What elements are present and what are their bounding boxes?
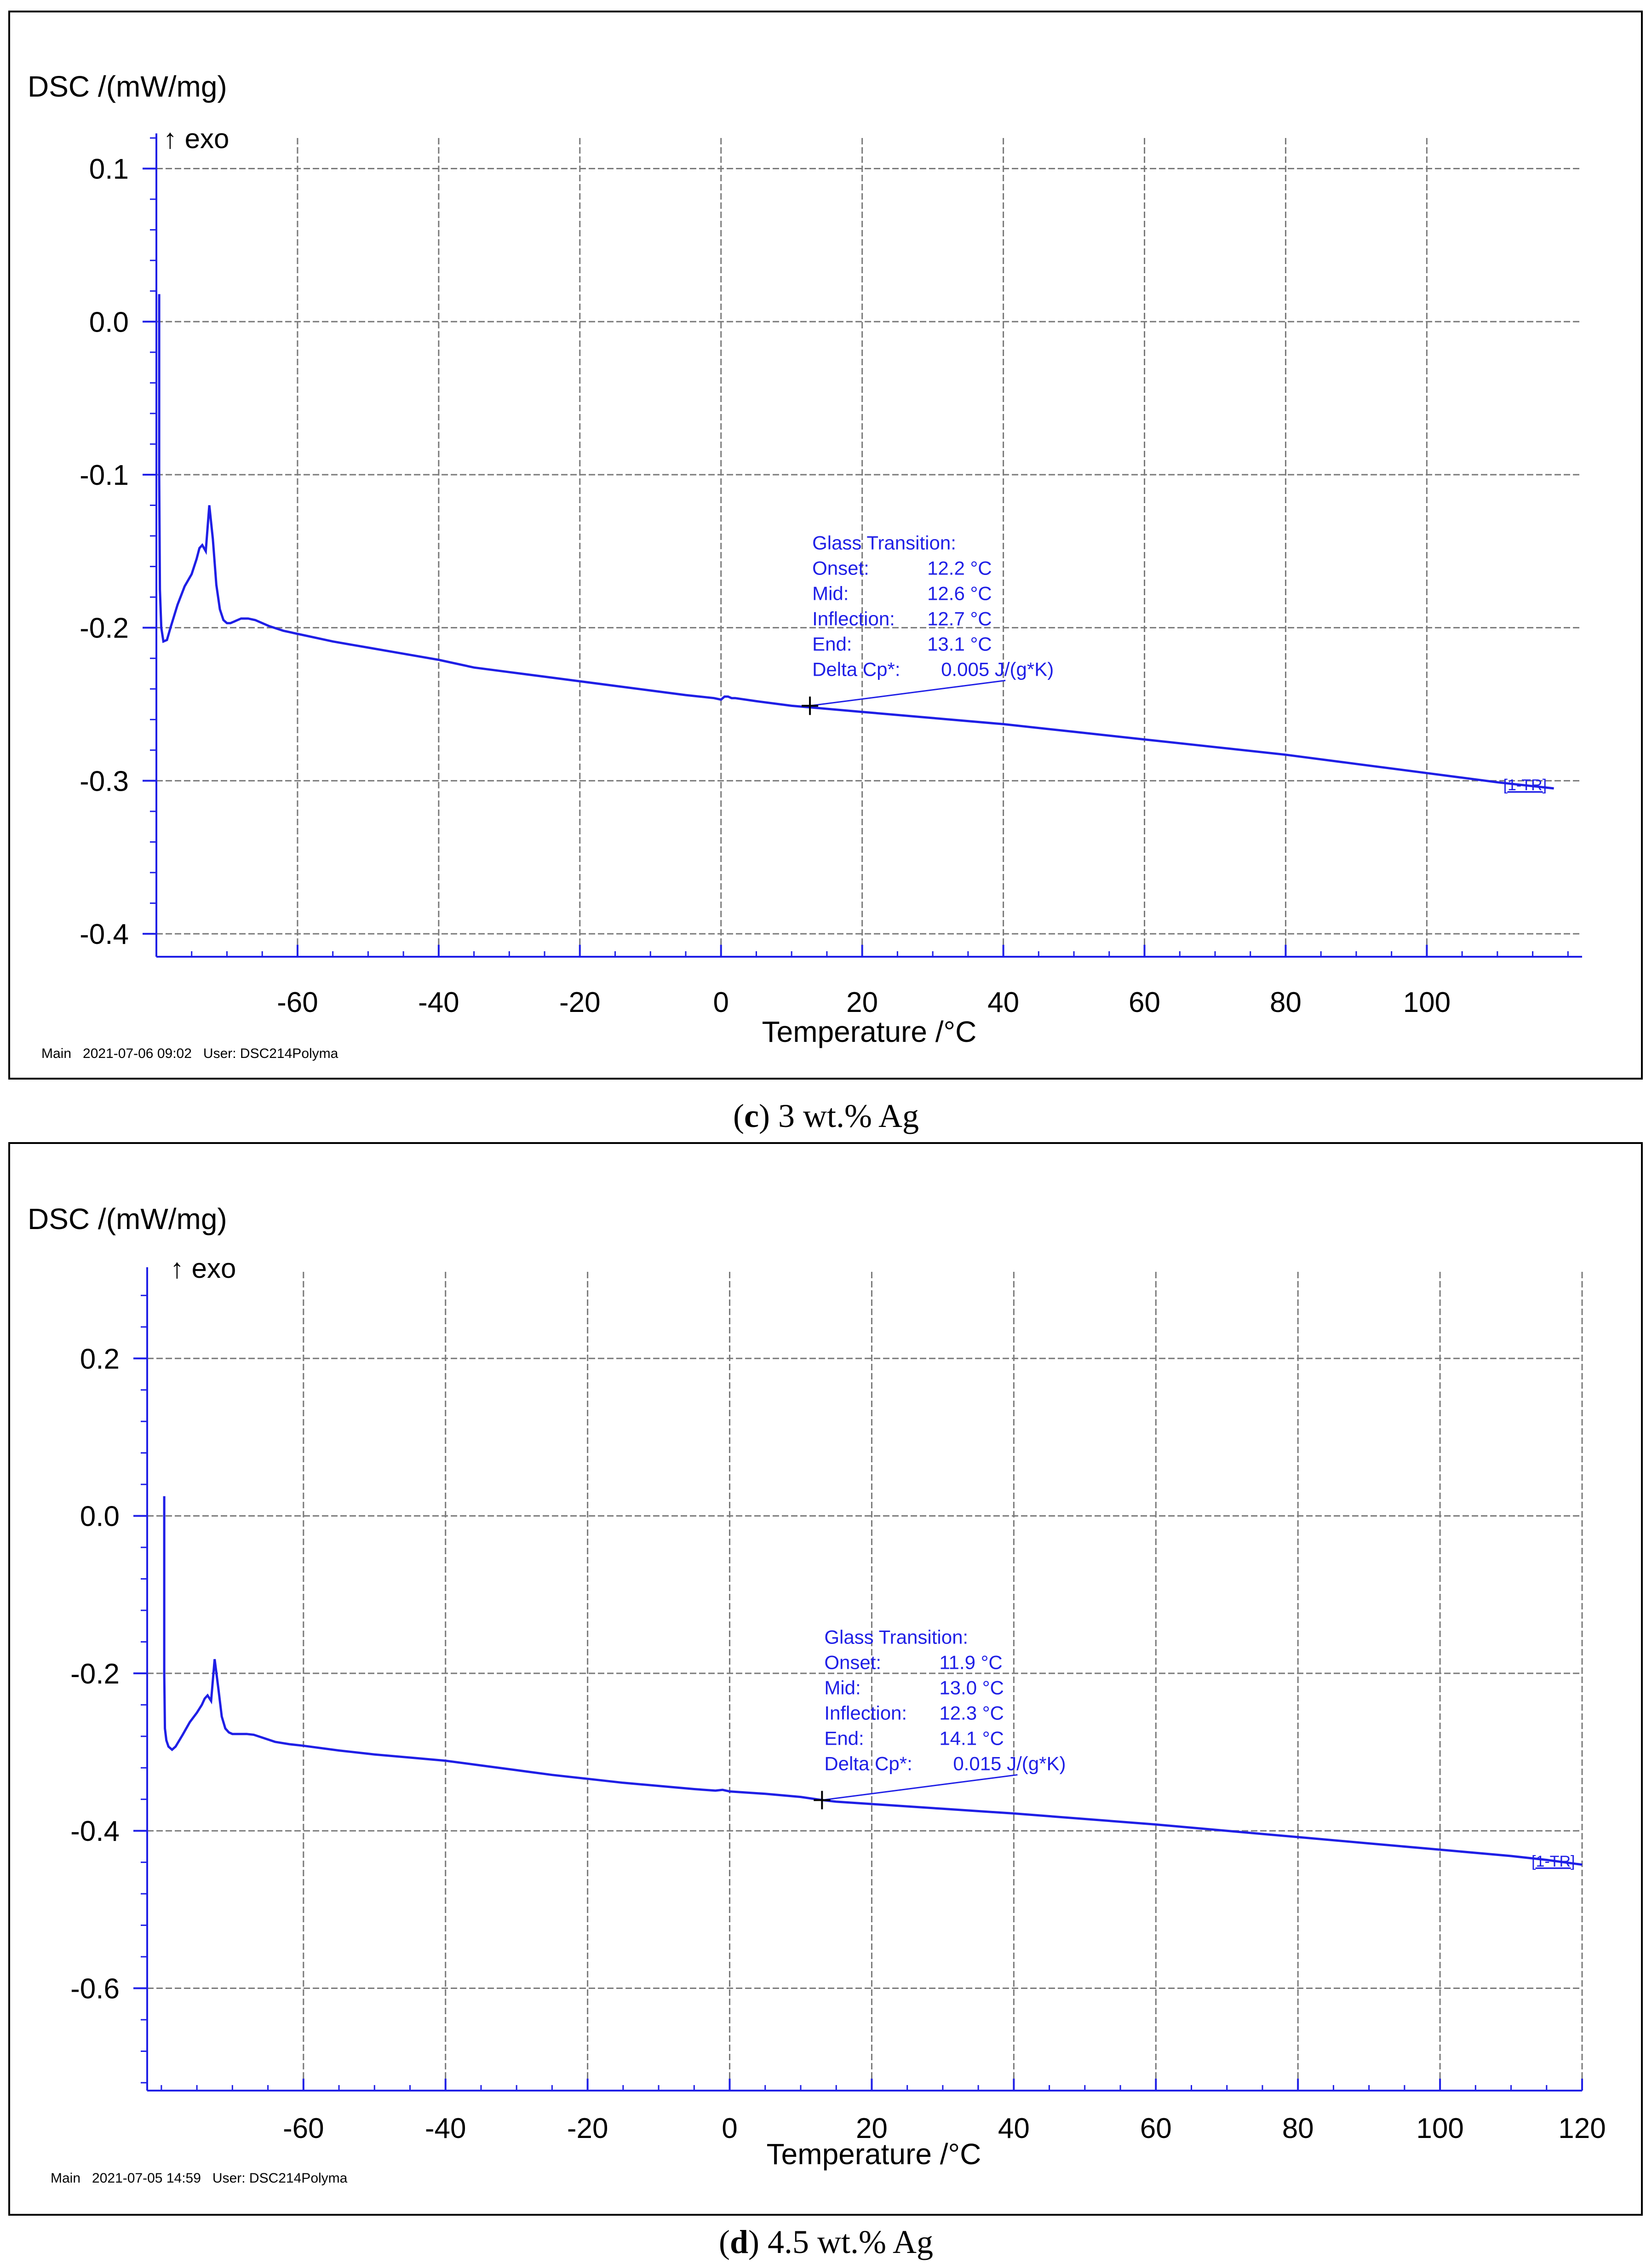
y-tick-label: 0.0 [89,306,129,338]
x-tick-label: 20 [856,2113,888,2144]
panel-c-caption-text: 3 wt.% Ag [770,1098,919,1134]
annotation-leader [809,679,1006,707]
annotation-label: Mid: [824,1677,860,1698]
panel-d-tick-labels: -60 -40 -20 0 20 40 60 80 100 120 0.2 0.0 -0.2 -0.4 -0… [70,1343,1606,2144]
annotation-value: 0.015 J/(g*K) [953,1753,1066,1774]
x-tick-label: -60 [277,987,318,1018]
annotation-label: Inflection: [812,608,895,629]
y-tick-label: 0.0 [80,1501,120,1533]
y-tick-label: -0.2 [70,1658,120,1690]
y-tick-label: -0.3 [80,765,129,797]
x-tick-label: -40 [418,987,459,1018]
annotation-value: 12.2 °C [927,557,992,579]
annotation-value: 12.6 °C [927,582,992,604]
annotation-label: Onset: [812,557,869,579]
annotation-label: Onset: [824,1651,881,1673]
panel-c-footer: Main 2021-07-06 09:02 User: DSC214Polyma [41,1046,338,1061]
annotation-value: 14.1 °C [939,1727,1004,1749]
annotation-title: Glass Transition: [812,532,956,553]
y-tick-label: 0.1 [89,154,129,185]
annotation-value: 11.9 °C [939,1651,1002,1673]
x-tick-label: 80 [1282,2113,1314,2144]
panel-c-grid [156,138,1582,957]
annotation-label: Delta Cp*: [824,1753,912,1774]
x-tick-label: 40 [998,2113,1030,2144]
annotation-value: 13.1 °C [927,633,992,655]
annotation-label: Mid: [812,582,849,604]
y-tick-label: 0.2 [80,1343,120,1375]
panel-d-caption: (d) 4.5 wt.% Ag [719,2224,933,2260]
x-tick-label: -20 [559,987,601,1018]
panel-d-exo-label: ↑ exo [170,1253,236,1284]
panel-d-dsc-curve [163,1496,1583,1866]
panel-d-glass-transition-annotation: Glass Transition: Onset: 11.9 °C Mid: 13.0 °… [814,1626,1066,1810]
panel-c-ylabel: DSC /(mW/mg) [28,70,227,103]
panel-d-caption-text: 4.5 wt.% Ag [759,2224,933,2260]
annotation-leader [822,1774,1018,1801]
panel-c-glass-transition-annotation: Glass Transition: Onset: 12.2 °C Mid: 12.6 °… [802,532,1054,715]
panel-c-caption-letter: c [744,1098,759,1134]
panel-d-ylabel: DSC /(mW/mg) [28,1202,227,1235]
panel-c: DSC /(mW/mg) ↑ exo -60 -40 -20 0 20 40 60 80 100… [8,11,1643,1080]
x-tick-label: -20 [567,2113,608,2144]
annotation-label: Delta Cp*: [812,658,900,680]
x-tick-label: 100 [1403,987,1451,1018]
y-tick-label: -0.2 [80,613,129,644]
panel-d-axes [133,1267,1583,2092]
panel-c-axes [143,133,1582,958]
x-tick-label: 0 [722,2113,737,2144]
x-tick-label: -40 [425,2113,466,2144]
x-tick-label: 0 [713,987,728,1018]
annotation-title: Glass Transition: [824,1626,968,1648]
x-tick-label: 120 [1558,2113,1606,2144]
x-tick-label: 60 [1140,2113,1172,2144]
y-tick-label: -0.1 [80,460,129,491]
y-tick-label: -0.4 [80,919,129,950]
annotation-value: 13.0 °C [939,1677,1004,1698]
x-tick-label: -60 [283,2113,324,2144]
panel-c-segment-label: [1-TR] [1503,776,1547,794]
y-tick-label: -0.4 [70,1816,120,1847]
x-tick-label: 100 [1416,2113,1463,2144]
panel-d-grid [147,1272,1583,2091]
x-tick-label: 60 [1129,987,1160,1018]
panel-c-caption: (c) 3 wt.% Ag [733,1098,919,1134]
annotation-label: End: [824,1727,864,1749]
annotation-value: 12.7 °C [927,608,992,629]
panel-d-footer: Main 2021-07-05 14:59 User: DSC214Polyma [51,2171,348,2186]
panel-d-segment-label: [1-TR] [1532,1853,1575,1870]
panel-c-xlabel: Temperature /°C [762,1015,977,1048]
panel-c-dsc-curve [158,294,1554,790]
x-tick-label: 40 [987,987,1019,1018]
panel-d-caption-letter: d [730,2224,748,2260]
annotation-label: End: [812,633,852,655]
panel-c-frame [8,11,1643,1080]
panel-d: DSC /(mW/mg) ↑ exo -60 -40 -20 0 20 40 60 80 100… [8,1142,1643,2216]
annotation-label: Inflection: [824,1702,907,1724]
panel-c-tick-labels: -60 -40 -20 0 20 40 60 80 100 0.1 0.0 -0.1 -0.2 -0.3 -… [80,154,1451,1018]
x-tick-label: 80 [1270,987,1302,1018]
annotation-value: 12.3 °C [939,1702,1004,1724]
annotation-value: 0.005 J/(g*K) [941,658,1054,680]
y-tick-label: -0.6 [70,1973,120,2005]
x-tick-label: 20 [846,987,878,1018]
panel-d-frame [8,1142,1643,2216]
panel-d-xlabel: Temperature /°C [767,2138,981,2171]
panel-c-exo-label: ↑ exo [163,123,229,154]
